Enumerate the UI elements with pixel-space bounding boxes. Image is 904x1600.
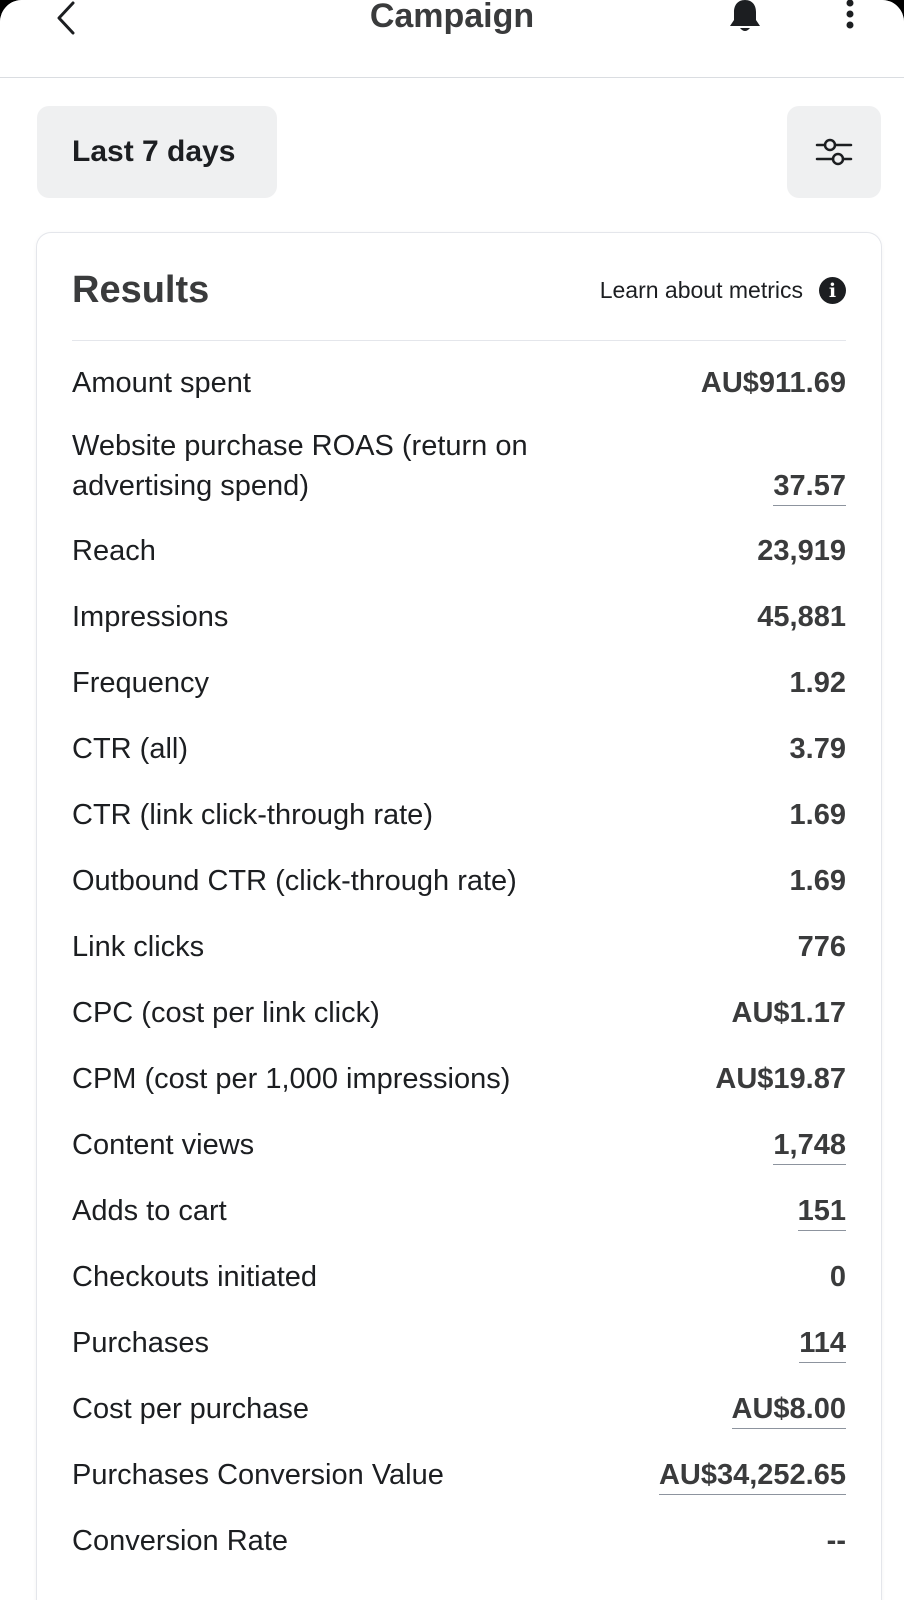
metric-row-ctr-link: CTR (link click-through rate) 1.69 [72,795,846,835]
metric-label: Adds to cart [72,1195,227,1227]
back-button[interactable] [48,0,84,36]
metric-row-frequency: Frequency 1.92 [72,663,846,703]
metric-label: Reach [72,535,156,567]
page-title: Campaign [369,0,535,35]
metric-row-conversion-rate: Conversion Rate -- [72,1521,846,1561]
metric-label: CPC (cost per link click) [72,997,380,1029]
metric-row-purchases-conversion-value: Purchases Conversion Value AU$34,252.65 [72,1455,846,1495]
metric-row-impressions: Impressions 45,881 [72,597,846,637]
metric-label: CTR (all) [72,733,188,765]
metric-label: Content views [72,1129,255,1161]
metric-label: Impressions [72,601,229,633]
metric-value: 0 [829,1261,846,1293]
date-range-button[interactable]: Last 7 days [37,106,277,198]
metric-label: Purchases [72,1327,210,1359]
metric-value: 1.69 [789,865,846,897]
metric-value: 776 [797,931,846,963]
metric-row-amount-spent: Amount spent AU$911.69 [72,363,846,403]
learn-about-metrics-link[interactable]: Learn about metrics i [600,277,846,304]
metric-row-ctr-all: CTR (all) 3.79 [72,729,846,769]
metric-value[interactable]: 37.57 [773,468,846,506]
metric-label: Amount spent [72,367,251,399]
metric-value: 1.92 [789,667,846,699]
metric-label: Cost per purchase [72,1393,309,1425]
sliders-icon [815,138,853,166]
metric-value: -- [826,1525,846,1557]
metric-label: Frequency [72,667,210,699]
metric-value: 45,881 [757,601,846,633]
metric-label: Checkouts initiated [72,1261,318,1293]
info-icon: i [819,277,846,304]
metric-label: Link clicks [72,931,205,963]
metric-value: 23,919 [757,535,846,567]
metric-value: 1.69 [789,799,846,831]
top-bar: Campaign [0,0,904,78]
metric-label: Conversion Rate [72,1525,288,1557]
metric-value[interactable]: 1,748 [773,1127,846,1165]
metric-row-checkouts-initiated: Checkouts initiated 0 [72,1257,846,1297]
learn-about-metrics-text: Learn about metrics [599,277,803,303]
results-title: Results [72,269,210,311]
metric-value: AU$911.69 [700,367,846,399]
bell-icon [730,0,760,31]
metric-row-outbound-ctr: Outbound CTR (click-through rate) 1.69 [72,861,846,901]
notifications-button[interactable] [726,0,764,36]
results-header: Results Learn about metrics i [72,233,846,341]
metric-value: 3.79 [789,733,846,765]
chevron-left-icon [57,1,75,35]
metric-label: Purchases Conversion Value [72,1459,444,1491]
metric-row-adds-to-cart: Adds to cart 151 [72,1191,846,1231]
results-card: Results Learn about metrics i Amount spe… [37,233,881,1600]
metric-row-purchases: Purchases 114 [72,1323,846,1363]
metric-value: AU$19.87 [715,1063,846,1095]
metric-label: CPM (cost per 1,000 impressions) [72,1063,511,1095]
metric-row-reach: Reach 23,919 [72,531,846,571]
metric-label: Outbound CTR (click-through rate) [72,865,517,897]
metric-value[interactable]: 114 [799,1325,846,1363]
metric-value[interactable]: AU$8.00 [731,1391,846,1429]
metric-row-website-purchase-roas: Website purchase ROAS (return on adverti… [72,426,846,506]
more-vertical-icon [846,0,854,29]
date-range-label: Last 7 days [72,135,236,168]
metric-value[interactable]: AU$34,252.65 [658,1457,846,1495]
metric-row-cpc: CPC (cost per link click) AU$1.17 [72,993,846,1033]
metric-label: CTR (link click-through rate) [72,799,433,831]
metric-row-cpm: CPM (cost per 1,000 impressions) AU$19.8… [72,1059,846,1099]
metric-label: Website purchase ROAS (return on adverti… [72,430,528,502]
metric-row-link-clicks: Link clicks 776 [72,927,846,967]
metric-value[interactable]: 151 [797,1193,846,1231]
filter-button[interactable] [787,106,881,198]
metric-value: AU$1.17 [731,997,846,1029]
metric-row-content-views: Content views 1,748 [72,1125,846,1165]
more-options-button[interactable] [836,0,864,36]
metric-row-cost-per-purchase: Cost per purchase AU$8.00 [72,1389,846,1429]
